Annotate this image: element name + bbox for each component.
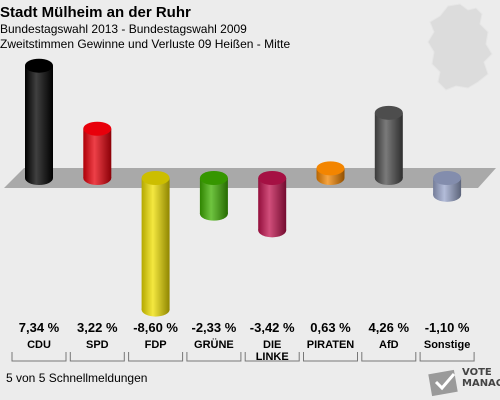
bar-top-cap: [433, 171, 462, 185]
value-label: 0,63 %: [310, 320, 351, 335]
bar-top-cap: [316, 161, 345, 176]
bar-bottom-cap: [199, 206, 228, 221]
category-label: PIRATEN: [306, 339, 355, 351]
category-label: AfD: [379, 339, 399, 351]
bar-top-cap: [83, 121, 112, 136]
bar-afd: [374, 105, 403, 185]
category-label: Sonstige: [423, 339, 471, 351]
label-bracket: [361, 352, 417, 362]
bar-bottom-cap: [433, 187, 462, 202]
label-bracket: [69, 352, 125, 362]
value-label: 7,34 %: [18, 320, 60, 335]
bar-bottom-cap: [316, 171, 345, 185]
chart-title: Stadt Mülheim an der Ruhr: [0, 4, 191, 21]
value-label: 4,26 %: [368, 320, 410, 335]
label-bracket: [303, 352, 358, 362]
bar-body: [141, 178, 170, 310]
label-bracket: [419, 352, 475, 362]
value-label: -8,60 %: [133, 320, 178, 335]
bar-die-linke: [258, 171, 287, 238]
bar-top-cap: [141, 171, 170, 185]
bar-top-cap: [374, 105, 403, 120]
category-label: CDU: [27, 339, 51, 351]
bar-top-cap: [25, 58, 53, 73]
bar-bottom-cap: [374, 171, 403, 185]
value-label: -2,33 %: [191, 320, 237, 335]
value-label: 3,22 %: [77, 320, 118, 335]
category-label: GRÜNE: [194, 339, 234, 351]
zero-baseline: [4, 168, 496, 188]
bar-piraten: [316, 161, 345, 185]
category-label: SPD: [85, 339, 109, 351]
category-label: FDP: [144, 339, 167, 351]
bar-bottom-cap: [25, 171, 53, 185]
bar-top-cap: [199, 171, 228, 185]
bar-body: [25, 65, 53, 178]
chart-subtitle-2: Zweitstimmen Gewinne und Verluste 09 Hei…: [0, 37, 291, 51]
label-bracket: [244, 352, 300, 362]
bar-bottom-cap: [141, 302, 170, 317]
footer-status: 5 von 5 Schnellmeldungen: [6, 371, 148, 385]
label-bracket: [11, 352, 67, 362]
bar-grüne: [199, 171, 228, 221]
bar-fdp: [141, 171, 170, 317]
votemanager-logo-text: VOTE MANAGER: [462, 367, 500, 389]
value-label: -1,10 %: [424, 320, 470, 335]
bar-top-cap: [258, 171, 287, 185]
bar-body: [83, 128, 112, 178]
label-bracket: [186, 352, 242, 362]
bar-cdu: [25, 58, 53, 185]
germany-map-icon: [427, 3, 493, 91]
bar-bottom-cap: [258, 223, 287, 238]
bar-spd: [83, 121, 112, 185]
value-label: -3,42 %: [249, 320, 295, 335]
bar-sonstige: [433, 171, 462, 202]
chart-subtitle-1: Bundestagswahl 2013 - Bundestagswahl 200…: [0, 22, 247, 36]
category-label: DIE LINKE: [255, 339, 289, 363]
bar-body: [374, 112, 403, 178]
bar-body: [258, 178, 287, 231]
votemanager-logo-icon: [428, 369, 458, 397]
bar-bottom-cap: [83, 171, 112, 185]
label-bracket: [128, 352, 184, 362]
